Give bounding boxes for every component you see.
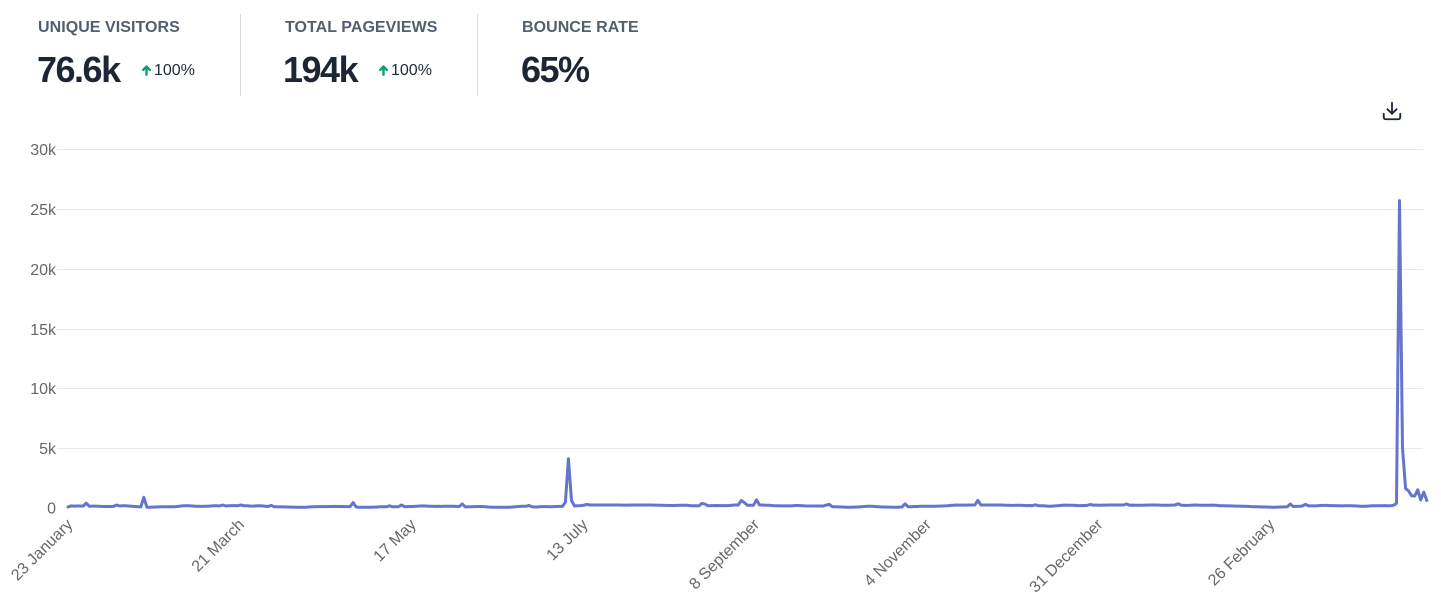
svg-text:17 May: 17 May [371,516,420,565]
svg-text:10k: 10k [30,381,57,398]
svg-text:30k: 30k [30,142,57,159]
svg-text:26 February: 26 February [1205,516,1278,589]
svg-text:25k: 25k [30,202,57,219]
svg-text:0: 0 [47,501,56,518]
svg-text:13 July: 13 July [544,516,592,564]
svg-text:5k: 5k [39,441,57,458]
svg-text:23 January: 23 January [8,516,76,584]
svg-text:8 September: 8 September [686,516,763,593]
svg-text:31 December: 31 December [1027,516,1107,596]
svg-text:21 March: 21 March [189,516,248,575]
svg-text:15k: 15k [30,322,57,339]
svg-text:4 November: 4 November [861,516,935,590]
svg-text:20k: 20k [30,262,57,279]
